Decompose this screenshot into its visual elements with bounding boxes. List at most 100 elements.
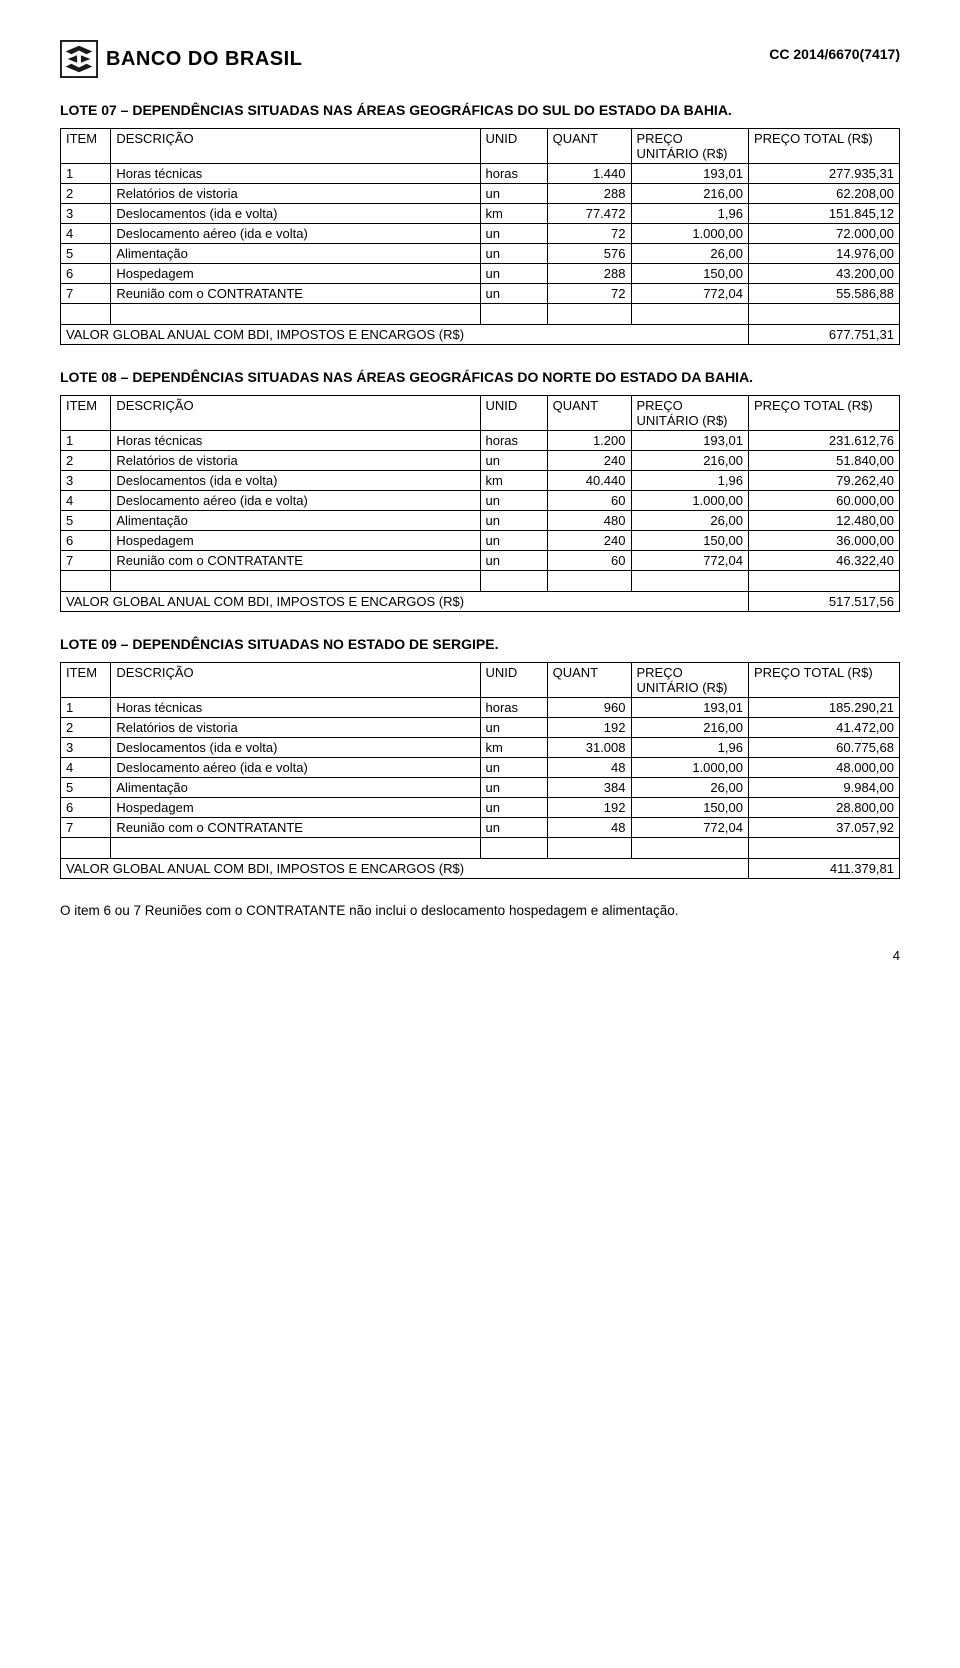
cell-item: 5: [61, 244, 111, 264]
cell-item: 3: [61, 738, 111, 758]
cell-desc: Horas técnicas: [111, 431, 480, 451]
empty-row: [61, 304, 900, 325]
cell-pu: 193,01: [631, 698, 748, 718]
cell-item: 2: [61, 184, 111, 204]
empty-cell: [547, 304, 631, 325]
table-row: 6Hospedagemun240150,0036.000,00: [61, 531, 900, 551]
cell-pu: 193,01: [631, 431, 748, 451]
empty-cell: [61, 571, 111, 592]
cell-pu: 150,00: [631, 264, 748, 284]
cell-desc: Hospedagem: [111, 264, 480, 284]
cell-item: 6: [61, 531, 111, 551]
table-header-row: ITEMDESCRIÇÃOUNIDQUANTPREÇO UNITÁRIO (R$…: [61, 129, 900, 164]
cell-desc: Relatórios de vistoria: [111, 451, 480, 471]
column-header: QUANT: [547, 396, 631, 431]
cell-pt: 55.586,88: [748, 284, 899, 304]
cell-desc: Deslocamentos (ida e volta): [111, 471, 480, 491]
table-row: 1Horas técnicashoras1.200193,01231.612,7…: [61, 431, 900, 451]
cell-desc: Horas técnicas: [111, 698, 480, 718]
cell-desc: Deslocamento aéreo (ida e volta): [111, 491, 480, 511]
empty-cell: [111, 304, 480, 325]
lote-table: ITEMDESCRIÇÃOUNIDQUANTPREÇO UNITÁRIO (R$…: [60, 395, 900, 612]
footer-note: O item 6 ou 7 Reuniões com o CONTRATANTE…: [60, 903, 900, 918]
cell-desc: Reunião com o CONTRATANTE: [111, 284, 480, 304]
table-row: 1Horas técnicashoras1.440193,01277.935,3…: [61, 164, 900, 184]
cell-unid: km: [480, 471, 547, 491]
cell-desc: Hospedagem: [111, 798, 480, 818]
cell-pt: 41.472,00: [748, 718, 899, 738]
cell-item: 3: [61, 204, 111, 224]
lote-title: LOTE 09 – DEPENDÊNCIAS SITUADAS NO ESTAD…: [60, 636, 900, 652]
column-header: UNID: [480, 129, 547, 164]
page-number: 4: [60, 948, 900, 963]
table-row: 2Relatórios de vistoriaun240216,0051.840…: [61, 451, 900, 471]
column-header: PREÇO UNITÁRIO (R$): [631, 663, 748, 698]
bank-name: BANCO DO BRASIL: [106, 48, 302, 71]
cell-item: 7: [61, 284, 111, 304]
total-value: 411.379,81: [748, 859, 899, 879]
empty-cell: [480, 304, 547, 325]
table-row: 7Reunião com o CONTRATANTEun60772,0446.3…: [61, 551, 900, 571]
empty-cell: [111, 571, 480, 592]
table-row: 5Alimentaçãoun48026,0012.480,00: [61, 511, 900, 531]
column-header: PREÇO TOTAL (R$): [748, 129, 899, 164]
empty-cell: [631, 304, 748, 325]
cell-unid: un: [480, 718, 547, 738]
table-row: 5Alimentaçãoun57626,0014.976,00: [61, 244, 900, 264]
total-value: 677.751,31: [748, 325, 899, 345]
cell-pt: 277.935,31: [748, 164, 899, 184]
cell-item: 4: [61, 224, 111, 244]
cell-item: 5: [61, 778, 111, 798]
cell-pt: 14.976,00: [748, 244, 899, 264]
cell-unid: un: [480, 511, 547, 531]
cell-unid: km: [480, 204, 547, 224]
cell-desc: Relatórios de vistoria: [111, 718, 480, 738]
logo-area: BANCO DO BRASIL: [60, 40, 302, 78]
cell-pu: 1.000,00: [631, 491, 748, 511]
cc-code: CC 2014/6670(7417): [769, 46, 900, 62]
cell-unid: horas: [480, 431, 547, 451]
table-row: 1Horas técnicashoras960193,01185.290,21: [61, 698, 900, 718]
cell-pu: 772,04: [631, 818, 748, 838]
cell-pt: 36.000,00: [748, 531, 899, 551]
cell-desc: Alimentação: [111, 511, 480, 531]
column-header: PREÇO UNITÁRIO (R$): [631, 396, 748, 431]
empty-cell: [547, 571, 631, 592]
column-header: ITEM: [61, 396, 111, 431]
bank-logo-icon: [60, 40, 98, 78]
cell-unid: un: [480, 551, 547, 571]
empty-cell: [61, 304, 111, 325]
table-row: 2Relatórios de vistoriaun288216,0062.208…: [61, 184, 900, 204]
cell-pt: 43.200,00: [748, 264, 899, 284]
cell-pu: 772,04: [631, 284, 748, 304]
cell-unid: un: [480, 758, 547, 778]
cell-quant: 48: [547, 758, 631, 778]
cell-unid: un: [480, 284, 547, 304]
cell-quant: 192: [547, 718, 631, 738]
cell-quant: 288: [547, 184, 631, 204]
cell-pt: 51.840,00: [748, 451, 899, 471]
lote-table: ITEMDESCRIÇÃOUNIDQUANTPREÇO UNITÁRIO (R$…: [60, 128, 900, 345]
cell-unid: un: [480, 224, 547, 244]
table-row: 4Deslocamento aéreo (ida e volta)un601.0…: [61, 491, 900, 511]
cell-pt: 46.322,40: [748, 551, 899, 571]
cell-pu: 26,00: [631, 244, 748, 264]
cell-desc: Alimentação: [111, 778, 480, 798]
table-row: 6Hospedagemun192150,0028.800,00: [61, 798, 900, 818]
total-row: VALOR GLOBAL ANUAL COM BDI, IMPOSTOS E E…: [61, 325, 900, 345]
cell-quant: 960: [547, 698, 631, 718]
cell-desc: Deslocamento aéreo (ida e volta): [111, 758, 480, 778]
cell-unid: un: [480, 184, 547, 204]
table-row: 2Relatórios de vistoriaun192216,0041.472…: [61, 718, 900, 738]
cell-item: 2: [61, 451, 111, 471]
table-row: 6Hospedagemun288150,0043.200,00: [61, 264, 900, 284]
cell-item: 1: [61, 431, 111, 451]
cell-pt: 48.000,00: [748, 758, 899, 778]
cell-desc: Relatórios de vistoria: [111, 184, 480, 204]
cell-unid: un: [480, 818, 547, 838]
column-header: ITEM: [61, 663, 111, 698]
total-row: VALOR GLOBAL ANUAL COM BDI, IMPOSTOS E E…: [61, 592, 900, 612]
table-row: 3Deslocamentos (ida e volta)km77.4721,96…: [61, 204, 900, 224]
cell-pt: 28.800,00: [748, 798, 899, 818]
column-header: DESCRIÇÃO: [111, 396, 480, 431]
